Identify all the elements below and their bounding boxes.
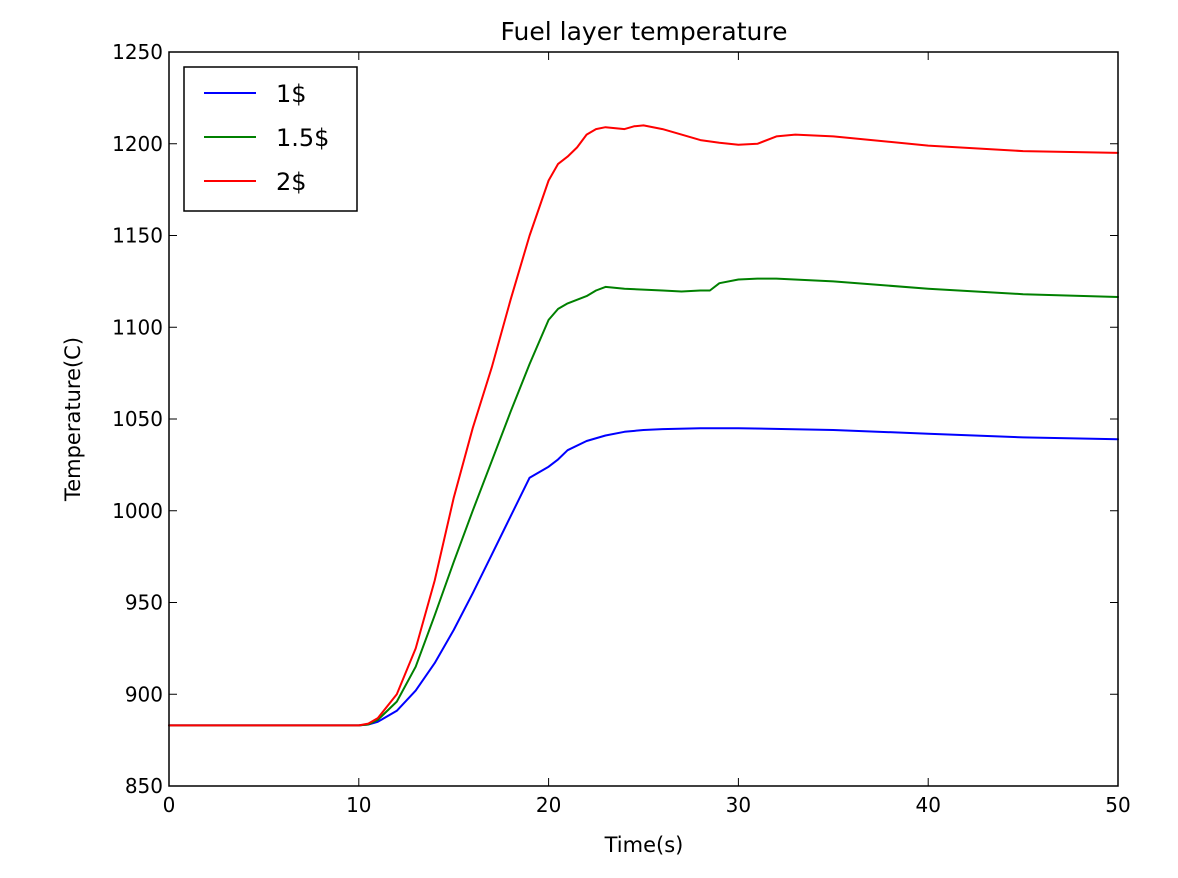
series-line-2 (168, 277, 1119, 727)
series-line-1 (168, 427, 1119, 727)
y-tick-label: 1000 (112, 499, 163, 523)
x-tick-label: 20 (536, 793, 561, 817)
y-tick-label: 950 (125, 591, 163, 615)
chart-title: Fuel layer temperature (501, 17, 788, 46)
y-tick-label: 1150 (112, 224, 163, 248)
legend-label-2: 1.5$ (276, 124, 329, 152)
y-tick-label: 850 (125, 774, 163, 798)
legend-label-1: 1$ (276, 80, 307, 108)
y-tick-label: 900 (125, 682, 163, 706)
y-tick-label: 1050 (112, 407, 163, 431)
x-tick-label: 10 (346, 793, 371, 817)
legend-label-3: 2$ (276, 168, 307, 196)
series-layer (168, 124, 1119, 727)
series-line-3 (168, 124, 1119, 727)
y-tick-label: 1100 (112, 315, 163, 339)
legend-items: 1$ 1.5$ 2$ (204, 80, 329, 196)
ticks-layer: 0 10 20 30 40 50 850 900 950 1000 1050 1100 1150 1200… (112, 40, 1131, 817)
y-tick-label: 1250 (112, 40, 163, 64)
x-tick-label: 30 (726, 793, 751, 817)
legend: 1$ 1.5$ 2$ (183, 66, 358, 212)
legend-frame (183, 66, 358, 212)
x-tick-label: 50 (1105, 793, 1130, 817)
x-tick-label: 40 (915, 793, 940, 817)
x-tick-label: 0 (163, 793, 176, 817)
x-axis-label: Time(s) (604, 833, 684, 857)
y-axis-label: Temperature(C) (61, 337, 85, 502)
y-tick-label: 1200 (112, 132, 163, 156)
